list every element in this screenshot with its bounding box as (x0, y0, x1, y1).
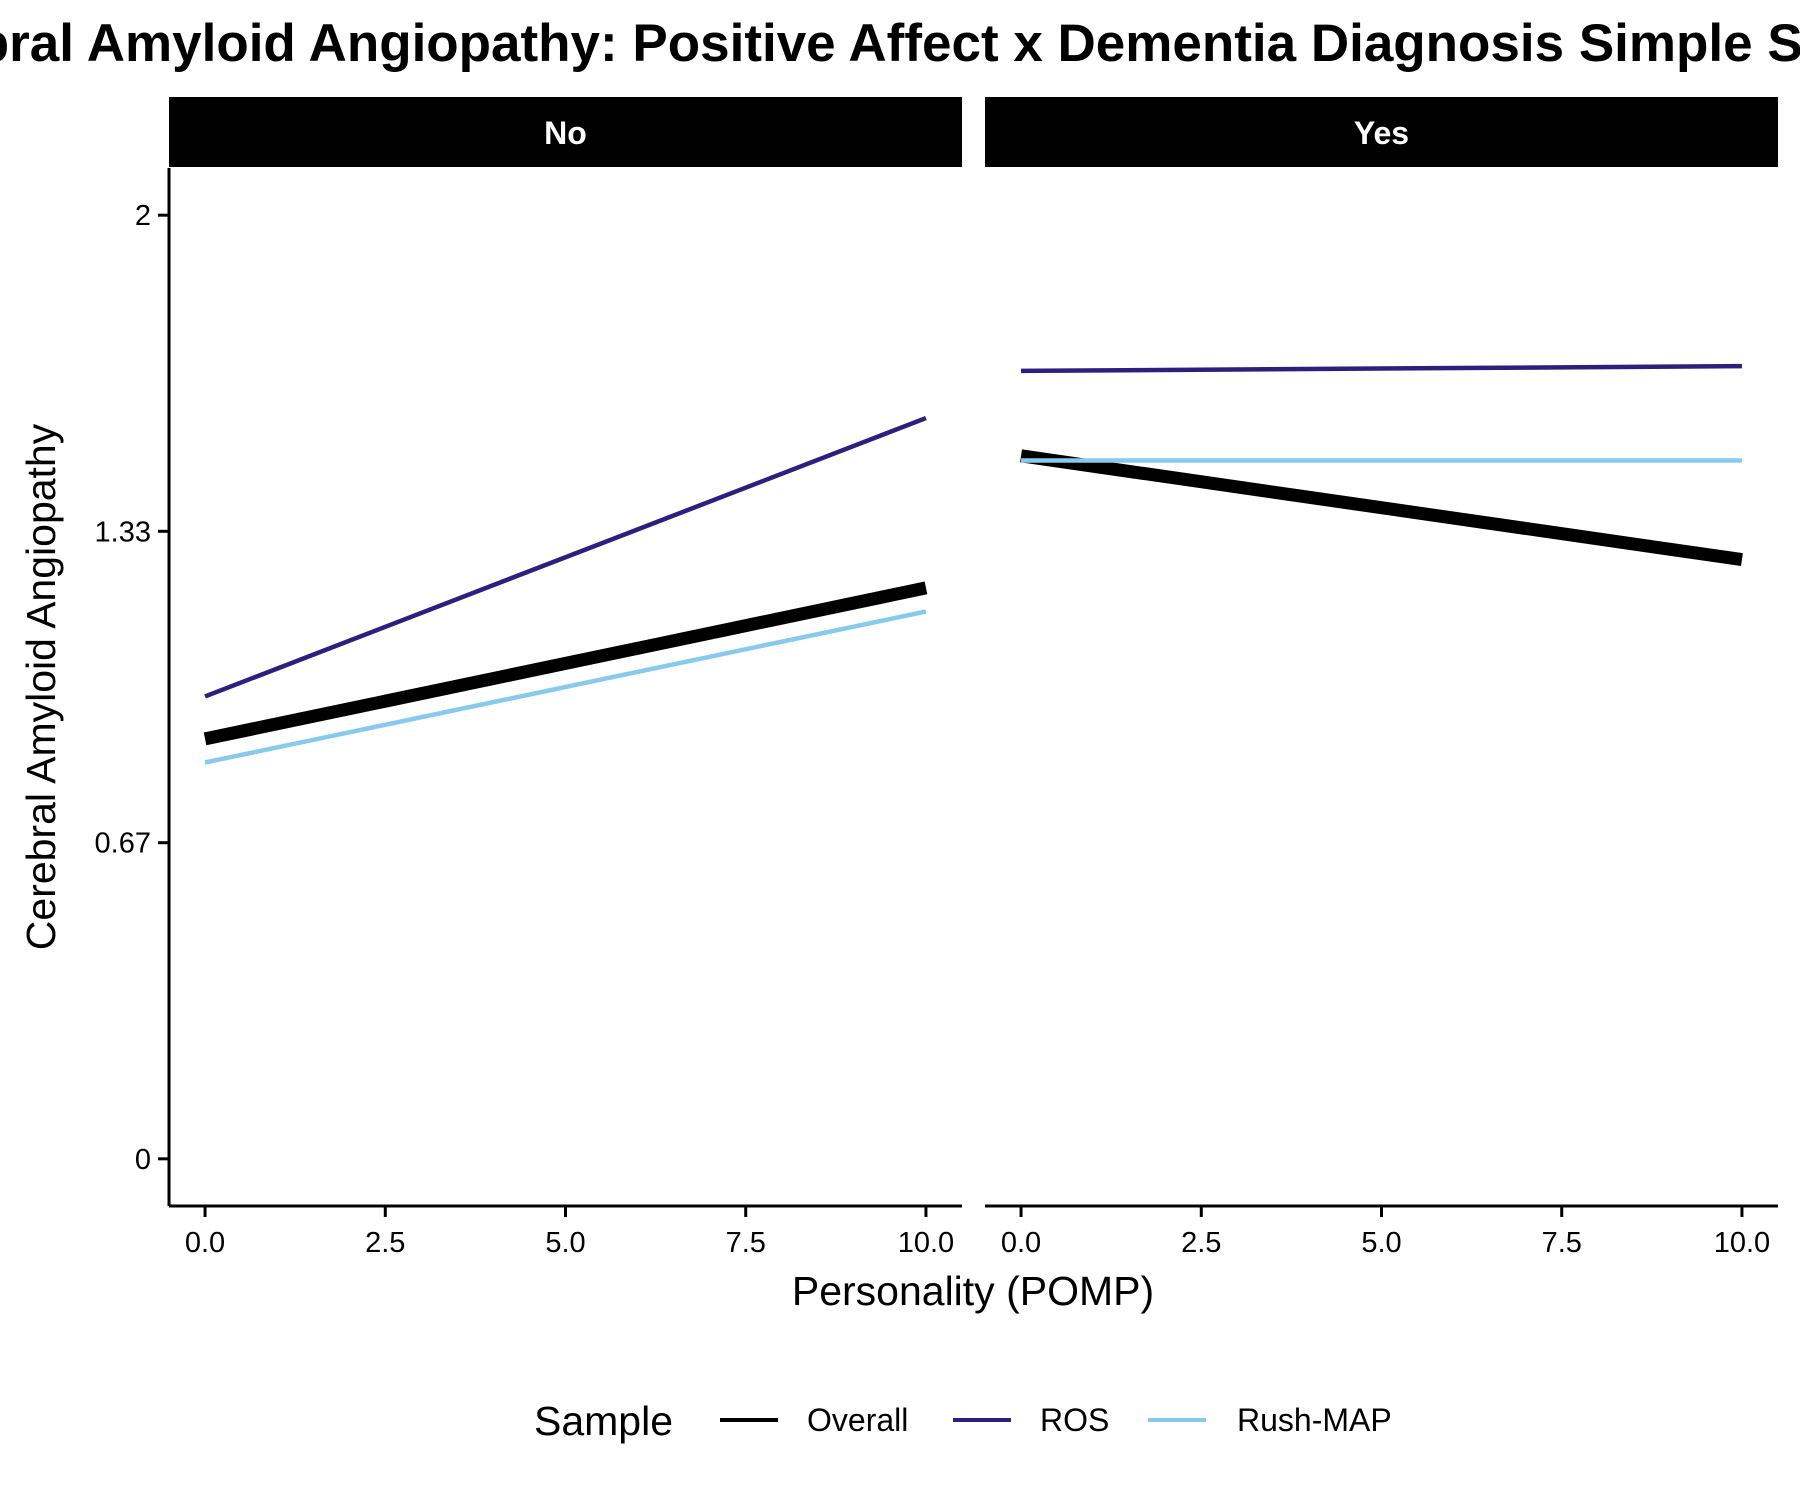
x-ticks-yes: 0.0 2.5 5.0 7.5 10.0 (1001, 1206, 1770, 1259)
x-tick-label-no-4: 10.0 (898, 1227, 954, 1259)
x-ticks-no: 0.0 2.5 5.0 7.5 10.0 (185, 1206, 954, 1259)
series-line-overall-no (203, 581, 928, 746)
legend-title: Sample (534, 1398, 673, 1444)
legend-label-ros: ROS (1040, 1402, 1109, 1438)
series-line-overall-yes (1020, 449, 1743, 567)
x-tick-label-yes-2: 5.0 (1361, 1227, 1401, 1259)
series-line-rush-map-no (204, 609, 927, 765)
x-tick-label-no-2: 5.0 (545, 1227, 585, 1259)
legend-label-rush-map: Rush-MAP (1237, 1402, 1392, 1438)
series-no (203, 415, 928, 765)
series-line-ros-no (204, 415, 927, 699)
x-tick-label-yes-3: 7.5 (1542, 1227, 1582, 1259)
panel-yes: Yes 0.0 2.5 5.0 7.5 10.0 (985, 97, 1778, 1259)
x-axis-title: Personality (POMP) (792, 1268, 1154, 1314)
x-tick-label-yes-0: 0.0 (1001, 1227, 1041, 1259)
y-tick-label-2: 1.33 (95, 516, 151, 548)
y-tick-label-3: 2 (135, 200, 151, 232)
x-tick-label-no-0: 0.0 (185, 1227, 225, 1259)
x-tick-label-no-1: 2.5 (365, 1227, 405, 1259)
y-tick-label-1: 0.67 (95, 828, 151, 860)
legend: Sample Overall ROS Rush-MAP (534, 1398, 1392, 1444)
chart-title: Cerebral Amyloid Angiopathy: Positive Af… (0, 14, 1800, 73)
y-ticks: 0 0.67 1.33 2 (95, 200, 169, 1176)
strip-background-no (169, 97, 962, 167)
x-tick-label-yes-1: 2.5 (1181, 1227, 1221, 1259)
strip-label-no: No (544, 115, 587, 151)
y-axis-title: Cerebral Amyloid Angiopathy (18, 423, 64, 950)
strip-label-yes: Yes (1354, 115, 1409, 151)
series-yes (1020, 363, 1743, 567)
series-line-ros-yes (1021, 363, 1742, 374)
y-tick-label-0: 0 (135, 1144, 151, 1176)
x-tick-label-no-3: 7.5 (726, 1227, 766, 1259)
x-tick-label-yes-4: 10.0 (1714, 1227, 1770, 1259)
strip-background-yes (985, 97, 1778, 167)
legend-label-overall: Overall (807, 1402, 908, 1438)
panel-no: No 0.0 2.5 5.0 7.5 10.0 0 0.67 1.33 2 (95, 97, 962, 1259)
